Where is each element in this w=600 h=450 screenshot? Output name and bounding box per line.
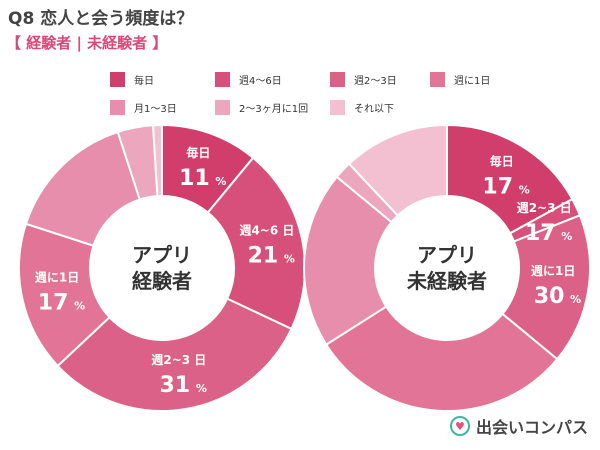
center-label: アプリ (132, 243, 192, 267)
legend-label: 2～3ヶ月に1回 (239, 104, 309, 115)
slice-percent-sign: % (284, 253, 295, 266)
slice-label: 週に1日 (35, 269, 79, 284)
donut-slice (151, 123, 163, 198)
center-label: アプリ (417, 243, 477, 267)
legend-item-monthly: 月1～3日 (110, 100, 177, 115)
legend-item-less: それ以下 (330, 100, 394, 115)
slice-label: 毎日 (186, 145, 210, 160)
slice-value: 17 (482, 174, 513, 199)
slice-value: 17 (525, 221, 556, 246)
donut-slice (446, 123, 574, 235)
legend-label: 月1～3日 (134, 104, 177, 115)
donut-slice (347, 123, 448, 217)
donut-slice (18, 222, 111, 368)
center-label: 経験者 (132, 269, 192, 293)
legend-item-weekly: 週に1日 (430, 72, 490, 87)
slice-percent-sign: % (215, 175, 226, 188)
legend-item-4-6days: 週4～6日 (215, 72, 282, 87)
brand-name: 出会いコンパス (475, 418, 588, 437)
legend-label: 週に1日 (454, 76, 491, 87)
legend-item-daily: 毎日 (110, 72, 154, 87)
legend-label: 毎日 (134, 76, 154, 87)
slice-label: 週に1日 (531, 263, 575, 278)
slice-label: 毎日 (490, 153, 514, 168)
legend-label: 週4～6日 (239, 76, 282, 87)
slice-value: 31 (160, 373, 191, 398)
chart-title: Q8 恋人と会う頻度は？ (8, 9, 194, 29)
donut-slice (56, 297, 293, 412)
slice-label: 週4~6 日 (239, 223, 294, 238)
legend-swatch (110, 72, 125, 87)
slice-label: 週2~3 日 (517, 200, 572, 215)
legend-label: それ以下 (354, 104, 394, 115)
donut-slice (303, 175, 393, 347)
legend-swatch (330, 72, 345, 87)
donut-slice (206, 156, 306, 331)
slice-value: 21 (248, 244, 279, 269)
legend-swatch (430, 72, 445, 87)
legend-swatch (215, 100, 230, 115)
slice-value: 11 (179, 166, 210, 191)
chart-subtitle: 【 経験者 | 未経験者 】 (6, 34, 168, 52)
slice-percent-sign: % (74, 299, 85, 312)
legend-swatch (215, 72, 230, 87)
legend-item-bimonthly: 2～3ヶ月に1回 (215, 100, 308, 115)
legend-swatch (330, 100, 345, 115)
slice-value: 17 (38, 290, 69, 315)
slice-percent-sign: % (519, 183, 530, 196)
donut-slice (324, 305, 559, 412)
slice-percent-sign: % (570, 293, 581, 306)
brand-logo: ♥ 出会いコンパス (449, 414, 588, 438)
center-label: 未経験者 (407, 269, 487, 293)
legend-label: 週2～3日 (354, 76, 397, 87)
compass-heart-icon: ♥ (449, 416, 470, 436)
donut-slice (501, 214, 591, 361)
slice-percent-sign: % (196, 382, 207, 395)
slice-value: 30 (534, 284, 565, 309)
legend-swatch (110, 100, 125, 115)
slice-label: 週2~3 日 (151, 352, 206, 367)
slice-percent-sign: % (561, 230, 572, 243)
legend-item-2-3days: 週2～3日 (330, 72, 397, 87)
